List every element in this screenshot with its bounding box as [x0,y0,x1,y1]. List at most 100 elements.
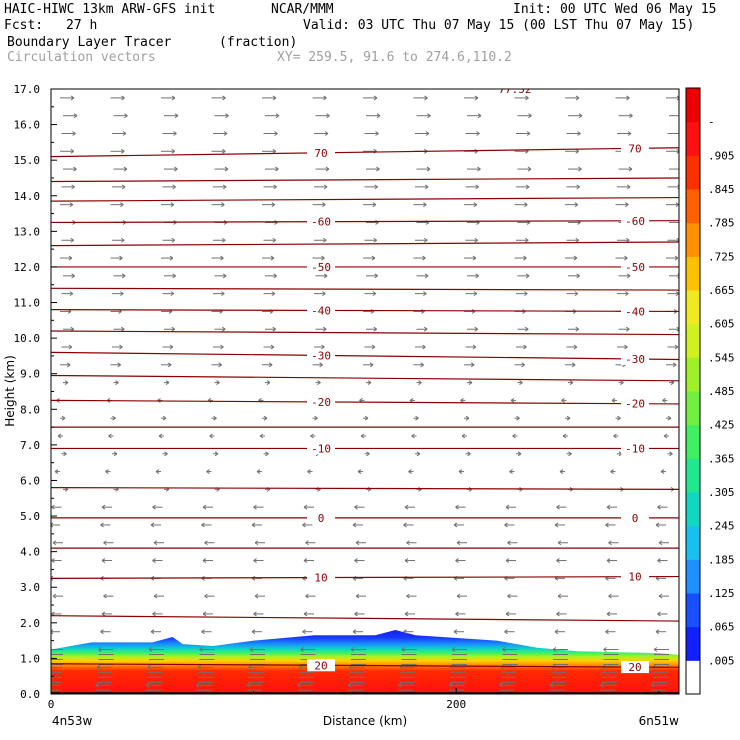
y-tick-label: 11.0 [14,297,41,310]
circulation-vector [164,113,179,119]
circulation-vector [603,647,619,652]
circulation-vector [52,540,63,546]
circulation-vector [453,522,464,528]
circulation-vector [364,184,378,190]
circulation-vector [214,380,220,386]
circulation-vector [148,647,164,652]
circulation-vector [467,380,473,386]
circulation-vector [606,611,617,617]
contour-max-label: 77.52 [498,83,531,96]
circulation-vector [162,291,175,297]
circulation-vector [265,166,279,172]
circulation-vector [211,202,225,208]
circulation-vector [61,451,67,457]
isotherm-label: -40 [311,304,331,317]
isotherm-line [51,147,679,158]
circulation-vector [658,540,669,546]
isotherm-label-bg [307,215,336,228]
circulation-vector [514,362,525,368]
isotherm-label: 10 [628,571,641,584]
forecast-hour: 27 h [66,18,98,33]
circulation-vector [566,451,572,457]
circulation-vector [265,113,280,119]
circulation-vector [162,344,174,350]
circulation-vector [516,291,528,297]
circulation-vector [415,131,430,136]
circulation-vector [667,131,679,136]
isotherm-label: -30 [311,349,331,362]
y-tick-label: 5.0 [20,510,40,523]
circulation-vector [196,682,212,688]
isotherm-label-bg [621,442,650,455]
colorbar-swatch [686,323,700,358]
circulation-vector [248,664,264,670]
isotherm-label-bg [621,142,650,155]
circulation-vector [415,237,428,243]
circulation-vector [202,611,213,617]
circulation-vector [110,148,125,154]
circulation-vector [312,95,327,101]
circulation-vector [411,433,417,439]
circulation-vector [112,451,118,457]
isotherm-label: -50 [311,261,331,274]
circulation-vector [455,504,466,510]
circulation-vector [467,273,479,279]
circulation-vector [164,166,178,172]
circulation-vector [456,593,467,599]
circulation-vector [504,629,515,635]
circulation-vector [265,326,277,332]
circulation-vector [554,522,565,528]
isotherm-line [51,177,679,183]
circulation-vector [667,291,679,297]
field-name: Boundary Layer Tracer [7,35,172,50]
circulation-vector [403,522,414,528]
circulation-vector [510,397,516,403]
isotherm-label: 70 [628,142,641,155]
circulation-vector [211,95,226,101]
circulation-vector [413,309,425,314]
colorbar-label: .245 [708,520,735,533]
tracer-field [51,629,679,694]
colorbar-label: .485 [708,385,735,398]
circulation-vector [312,202,326,208]
colorbar-swatch [686,660,700,695]
circulation-vector [505,558,516,563]
circulation-vector [263,237,277,243]
circulation-vector [145,682,161,688]
circulation-vector [556,558,567,563]
y-tick-label: 15.0 [14,154,41,167]
circulation-vector [557,593,568,599]
isotherm-label-bg [307,395,336,408]
circulation-vector [615,415,621,421]
circulation-vector [355,540,366,546]
circulation-vector [354,611,365,617]
circulation-vector [265,220,278,225]
circulation-vector [162,451,168,457]
circulation-vector [666,362,677,368]
init-time: Init: 00 UTC Wed 06 May 15 [513,2,717,17]
circulation-vector [617,237,630,243]
colorbar-swatch [686,559,700,594]
circulation-vector [363,202,377,208]
circulation-vector [110,95,125,101]
circulation-vector [112,291,124,297]
circulation-vector [314,131,329,136]
circulation-vector [164,326,176,332]
colorbar-swatch [686,525,700,560]
isotherm-label-bg [621,214,650,227]
circulation-vector [350,647,366,652]
circulation-vector [455,558,466,563]
circulation-vector [502,647,518,652]
circulation-vector [613,433,619,439]
circulation-vector [650,682,666,688]
x-end-location: 6n51w [639,714,680,728]
colorbar-swatch [686,458,700,493]
circulation-vector [657,611,668,617]
isotherm-label-bg [307,511,336,524]
circulation-vector [509,469,515,474]
circulation-vector [214,326,226,332]
circulation-vector [557,540,568,546]
circulation-vector [162,131,177,136]
circulation-vector [404,504,415,510]
circulation-vector [660,469,666,474]
